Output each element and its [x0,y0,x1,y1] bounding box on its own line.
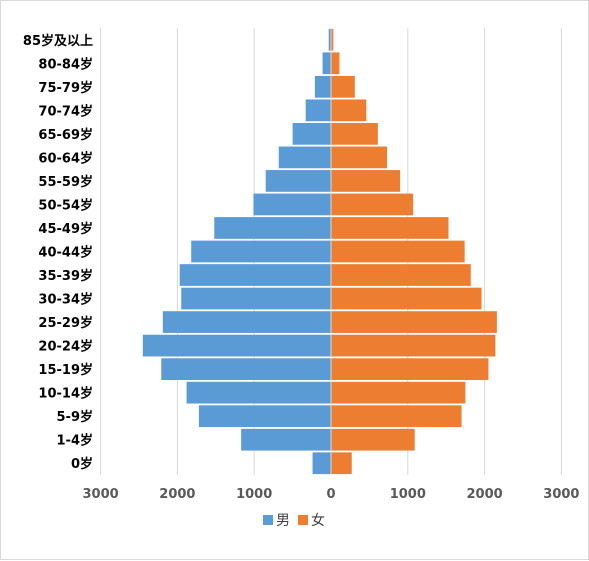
bar-female [331,405,462,428]
bar-female [331,452,352,475]
bar-male [191,240,331,263]
y-tick-label: 75-79岁 [38,80,93,96]
x-axis-labels: 3000 2000 1000 0 1000 2000 3000 [83,487,580,502]
bar-female [331,334,496,357]
x-tick-label: 1000 [390,487,426,502]
x-tick-label: 3000 [83,487,119,502]
bar-female [331,52,340,75]
bar-female [331,381,466,404]
bar-male [214,217,331,239]
y-tick-label: 25-29岁 [38,315,93,331]
bar-male [322,52,331,75]
bar-female [331,428,415,451]
bar-female [331,358,489,380]
y-tick-label: 10-14岁 [38,386,93,402]
bar-male [265,170,331,192]
bar-female [331,123,378,145]
y-tick-label: 20-24岁 [38,339,93,355]
x-tick-label: 2000 [159,487,195,502]
bar-female [331,75,355,98]
x-tick-label: 2000 [467,487,503,502]
y-tick-label: 15-19岁 [38,362,93,378]
y-tick-label: 30-34岁 [38,292,93,308]
bar-female [331,217,449,239]
y-tick-label: 70-74岁 [38,103,93,119]
y-tick-label: 80-84岁 [38,56,93,72]
bar-male [328,28,331,51]
x-tick-label: 0 [326,487,335,502]
y-tick-label: 65-69岁 [38,127,93,143]
y-tick-label: 60-64岁 [38,150,93,166]
y-axis-labels: 0岁 1-4岁 5-9岁 10-14岁 15-19岁 20-24岁 25-29岁 30-34岁… [23,33,93,472]
bar-male [278,146,331,169]
bar-female [331,146,388,169]
bars [142,28,497,475]
y-tick-label: 5-9岁 [57,409,94,425]
bar-female [331,193,414,216]
bar-male [142,334,331,357]
x-tick-label: 3000 [543,487,579,502]
y-tick-label: 50-54岁 [38,197,93,213]
legend-label-female: 女 [311,512,325,529]
legend-swatch-male [263,515,273,525]
bar-male [161,358,331,380]
bar-male [305,99,331,122]
bar-female [331,99,367,122]
y-tick-label: 55-59岁 [38,174,93,190]
legend-swatch-female [298,515,308,525]
y-tick-label: 45-49岁 [38,221,93,237]
legend: 男 女 [263,512,325,529]
bar-male [179,264,331,286]
bar-male [314,75,331,98]
y-tick-label: 1-4岁 [57,433,94,449]
x-tick-label: 1000 [236,487,272,502]
bar-male [241,428,331,451]
bar-female [331,287,482,310]
legend-label-male: 男 [276,513,290,529]
bar-female [331,170,401,192]
bar-male [181,287,331,310]
bar-male [292,123,331,145]
bar-female [331,240,465,263]
bar-female [331,264,471,286]
bar-male [186,381,331,404]
bar-male [312,452,331,475]
bar-female [331,28,334,51]
bar-female [331,311,497,333]
bar-male [198,405,331,428]
y-tick-label: 0岁 [71,456,93,472]
y-tick-label: 35-39岁 [38,268,93,284]
bar-male [253,193,331,216]
y-tick-label: 85岁及以上 [23,33,93,49]
bar-male [162,311,331,333]
y-tick-label: 40-44岁 [38,245,93,261]
